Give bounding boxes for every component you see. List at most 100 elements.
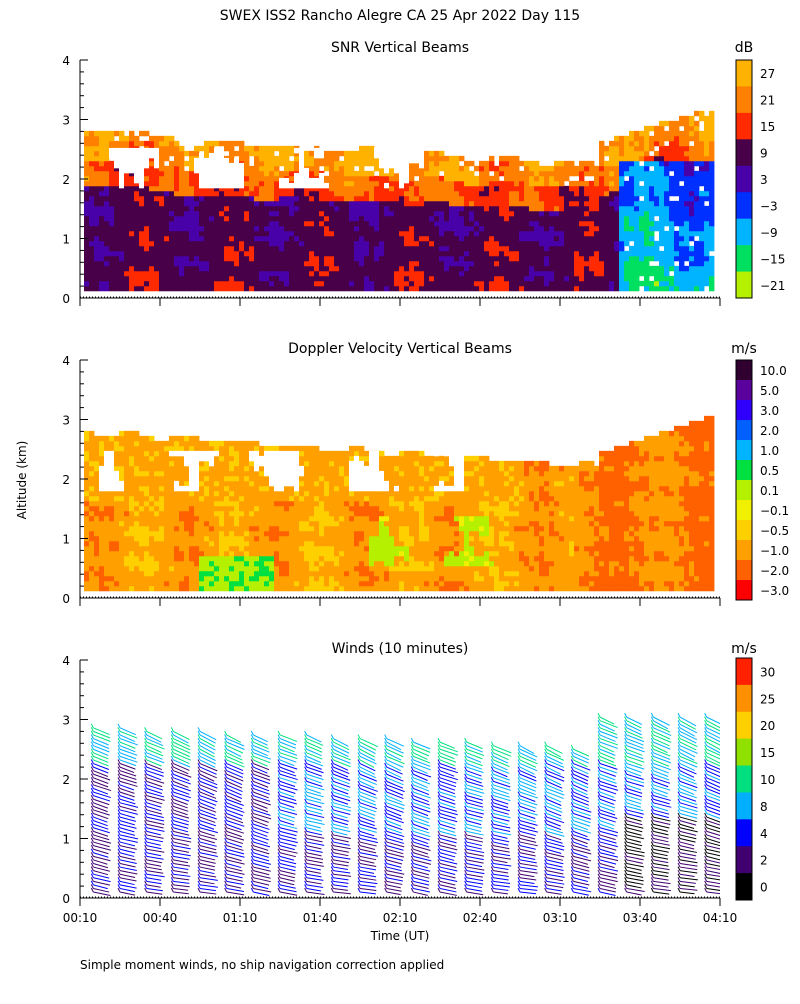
snr-cell	[179, 171, 184, 176]
snr-cell	[354, 191, 359, 196]
snr-cell	[304, 246, 309, 251]
snr-cell	[349, 241, 354, 246]
doppler-cell	[94, 446, 99, 451]
doppler-cell	[259, 576, 264, 581]
doppler-cell	[149, 526, 154, 531]
snr-cell	[369, 266, 374, 271]
doppler-cell	[144, 496, 149, 501]
snr-cell	[184, 206, 189, 211]
snr-cell	[379, 226, 384, 231]
snr-cell	[554, 191, 559, 196]
doppler-cell	[109, 496, 114, 501]
doppler-cell	[179, 571, 184, 576]
snr-cell	[544, 221, 549, 226]
colorbar-swatch	[736, 272, 752, 299]
snr-cell	[684, 196, 689, 201]
doppler-cell	[184, 506, 189, 511]
snr-cell	[149, 226, 154, 231]
snr-cell	[199, 221, 204, 226]
snr-cell	[429, 176, 434, 181]
snr-cell	[354, 241, 359, 246]
snr-cell	[344, 276, 349, 281]
snr-cell	[349, 181, 354, 186]
snr-cell	[469, 171, 474, 176]
snr-gap	[284, 178, 289, 183]
snr-cell	[274, 271, 279, 276]
snr-cell	[199, 206, 204, 211]
snr-cell	[294, 161, 299, 166]
doppler-cell	[184, 551, 189, 556]
snr-cell	[494, 286, 499, 291]
snr-cell	[219, 246, 224, 251]
snr-cell	[339, 166, 344, 171]
snr-cell	[589, 171, 594, 176]
doppler-cell	[209, 531, 214, 536]
snr-cell	[229, 266, 234, 271]
snr-cell	[269, 146, 274, 151]
snr-cell	[684, 256, 689, 261]
doppler-gap	[209, 451, 214, 456]
doppler-cell	[224, 521, 229, 526]
snr-cell	[654, 141, 659, 146]
snr-cell	[414, 231, 419, 236]
snr-cell	[369, 201, 374, 206]
snr-cell	[259, 226, 264, 231]
doppler-cell	[139, 551, 144, 556]
snr-gap	[194, 158, 199, 163]
doppler-cell	[199, 556, 204, 561]
doppler-cell	[204, 491, 209, 496]
snr-cell	[604, 216, 609, 221]
snr-cell	[644, 201, 649, 206]
snr-cell	[239, 201, 244, 206]
doppler-cell	[144, 501, 149, 506]
doppler-gap	[174, 451, 179, 456]
snr-cell	[709, 156, 714, 161]
snr-cell	[704, 241, 709, 246]
snr-cell	[364, 256, 369, 261]
snr-cell	[184, 271, 189, 276]
snr-cell	[709, 131, 714, 136]
snr-cell	[644, 276, 649, 281]
snr-cell	[684, 176, 689, 181]
doppler-cell	[169, 446, 174, 451]
snr-cell	[429, 261, 434, 266]
snr-cell	[609, 181, 614, 186]
snr-cell	[399, 281, 404, 286]
snr-cell	[209, 141, 214, 146]
snr-cell	[359, 216, 364, 221]
doppler-gap	[109, 451, 114, 456]
doppler-gap	[99, 481, 104, 486]
snr-cell	[324, 176, 329, 181]
doppler-cell	[104, 556, 109, 561]
doppler-cell	[209, 476, 214, 481]
snr-cell	[684, 136, 689, 141]
doppler-cell	[184, 516, 189, 521]
snr-cell	[214, 281, 219, 286]
snr-cell	[359, 196, 364, 201]
doppler-cell	[94, 486, 99, 491]
snr-cell	[454, 181, 459, 186]
snr-cell	[149, 241, 154, 246]
snr-cell	[674, 146, 679, 151]
doppler-cell	[234, 536, 239, 541]
snr-cell	[194, 186, 199, 191]
snr-cell	[134, 216, 139, 221]
snr-cell	[84, 286, 89, 291]
snr-cell	[619, 241, 624, 246]
snr-cell	[299, 196, 304, 201]
doppler-cell	[99, 546, 104, 551]
snr-cell	[659, 171, 664, 176]
snr-gap	[399, 163, 404, 168]
snr-cell	[684, 141, 689, 146]
snr-cell	[369, 226, 374, 231]
doppler-cell	[104, 541, 109, 546]
snr-cell	[269, 276, 274, 281]
snr-cell	[364, 261, 369, 266]
snr-cell	[114, 246, 119, 251]
doppler-cell	[229, 486, 234, 491]
snr-gap	[219, 168, 224, 173]
snr-gap	[409, 158, 414, 163]
snr-cell	[604, 201, 609, 206]
snr-cell	[594, 221, 599, 226]
snr-gap	[129, 153, 134, 158]
